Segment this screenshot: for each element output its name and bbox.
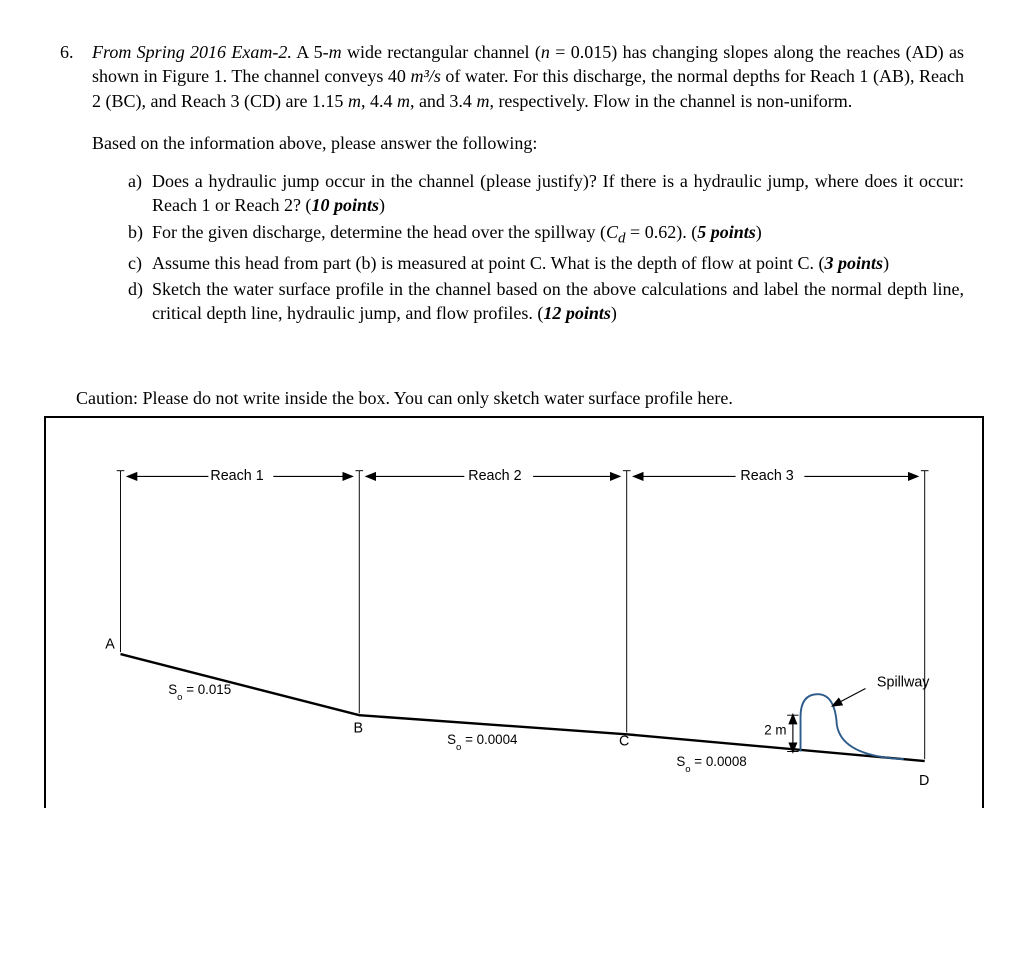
svg-text:B: B [354, 720, 364, 736]
sub-part-letter: c) [128, 251, 152, 275]
problem-body: From Spring 2016 Exam-2. A 5-m wide rect… [92, 40, 964, 808]
svg-text:Reach 3: Reach 3 [740, 468, 793, 484]
figure-box: Reach 1 Reach 2 Reach 3 A B C D So = 0.015 So = … [44, 416, 984, 808]
svg-text:C: C [619, 734, 629, 750]
sub-part: d)Sketch the water surface profile in th… [128, 277, 964, 326]
svg-text:A: A [105, 636, 115, 652]
sub-part-text: Sketch the water surface profile in the … [152, 277, 964, 326]
channel-diagram: Reach 1 Reach 2 Reach 3 A B C D So = 0.015 So = … [46, 428, 982, 798]
svg-text:D: D [919, 773, 929, 789]
caution-text: Caution: Please do not write inside the … [76, 386, 964, 410]
svg-text:Reach 1: Reach 1 [210, 468, 263, 484]
svg-text:Spillway: Spillway [877, 674, 930, 690]
svg-text:So = 0.0004: So = 0.0004 [447, 732, 518, 752]
sub-part-letter: a) [128, 169, 152, 218]
sub-part-text: Does a hydraulic jump occur in the chann… [152, 169, 964, 218]
svg-text:Reach 2: Reach 2 [468, 468, 521, 484]
sub-part: c)Assume this head from part (b) is meas… [128, 251, 964, 275]
sub-part-text: Assume this head from part (b) is measur… [152, 251, 964, 275]
svg-text:So = 0.0008: So = 0.0008 [676, 754, 746, 775]
sub-part: a)Does a hydraulic jump occur in the cha… [128, 169, 964, 218]
sub-part-text: For the given discharge, determine the h… [152, 220, 964, 249]
svg-text:So = 0.015: So = 0.015 [168, 682, 231, 702]
sub-part-letter: d) [128, 277, 152, 326]
sub-parts-list: a)Does a hydraulic jump occur in the cha… [92, 169, 964, 325]
sub-part-letter: b) [128, 220, 152, 249]
problem-prompt: Based on the information above, please a… [92, 131, 964, 155]
sub-part: b)For the given discharge, determine the… [128, 220, 964, 249]
problem-container: 6. From Spring 2016 Exam-2. A 5-m wide r… [60, 40, 964, 808]
svg-text:2 m: 2 m [764, 722, 786, 737]
problem-intro: From Spring 2016 Exam-2. A 5-m wide rect… [92, 40, 964, 113]
